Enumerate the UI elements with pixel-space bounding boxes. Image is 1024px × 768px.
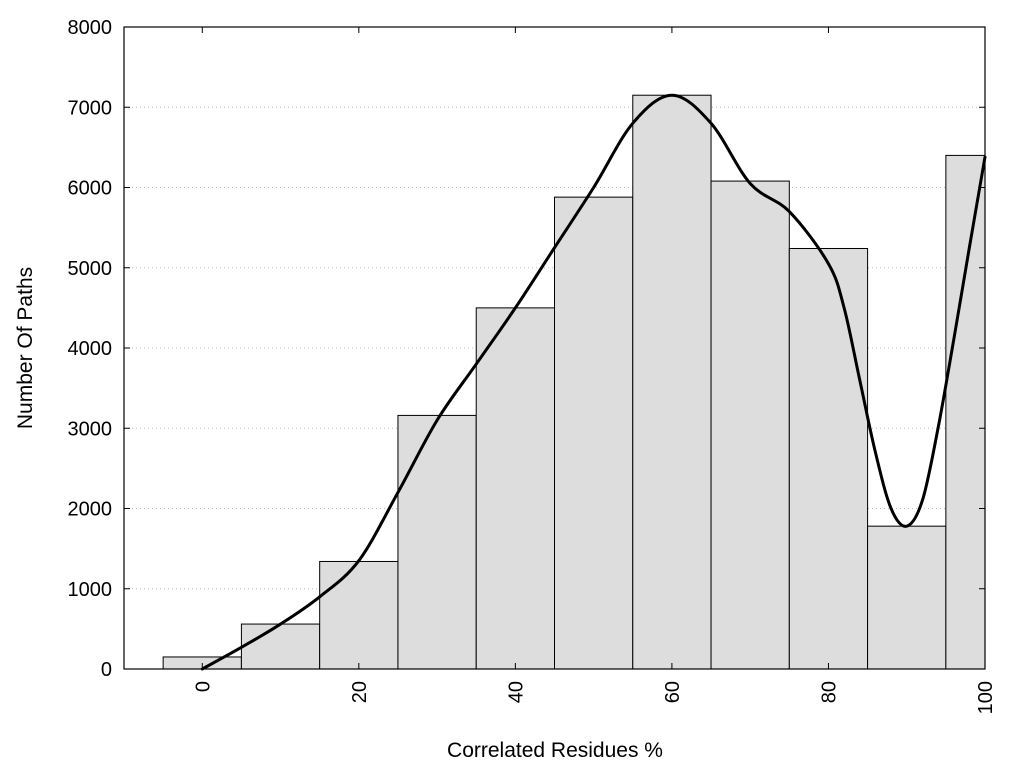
y-tick-label: 6000 (68, 178, 113, 200)
y-tick-label: 5000 (68, 258, 113, 280)
y-tick-label: 7000 (68, 97, 113, 119)
y-axis: 0 1000 2000 3000 4000 5000 6000 7000 8000 (68, 17, 985, 681)
histogram-bar (475, 307, 555, 670)
x-tick-label: 60 (662, 681, 684, 703)
bars (162, 94, 986, 670)
x-tick-label: 40 (505, 681, 527, 703)
y-tick-label: 3000 (68, 418, 113, 440)
x-tick-label: 20 (349, 681, 371, 703)
curve-layer (200, 93, 987, 671)
x-axis-title: Correlated Residues % (447, 739, 663, 762)
y-axis-title: Number Of Paths (14, 267, 37, 429)
histogram-bar (710, 180, 790, 670)
x-tick-label: 100 (975, 681, 997, 714)
histogram-bar (788, 247, 869, 670)
histogram-bar (240, 623, 321, 670)
y-tick-label: 1000 (68, 579, 113, 601)
histogram-bar (867, 525, 947, 670)
x-tick-label: 0 (192, 681, 214, 692)
histogram-bar (319, 560, 399, 670)
smoothed-curve (200, 93, 987, 671)
histogram-bar (397, 414, 477, 670)
y-tick-label: 8000 (68, 17, 113, 39)
histogram-bar (945, 154, 986, 670)
histogram-bar (632, 94, 712, 670)
x-axis: 0 20 40 60 80 100 (192, 27, 997, 714)
y-tick-label: 0 (101, 659, 112, 681)
x-tick-label: 80 (818, 681, 840, 703)
y-tick-label: 4000 (68, 338, 113, 360)
y-tick-label: 2000 (68, 499, 113, 521)
histogram-bar (554, 196, 634, 670)
